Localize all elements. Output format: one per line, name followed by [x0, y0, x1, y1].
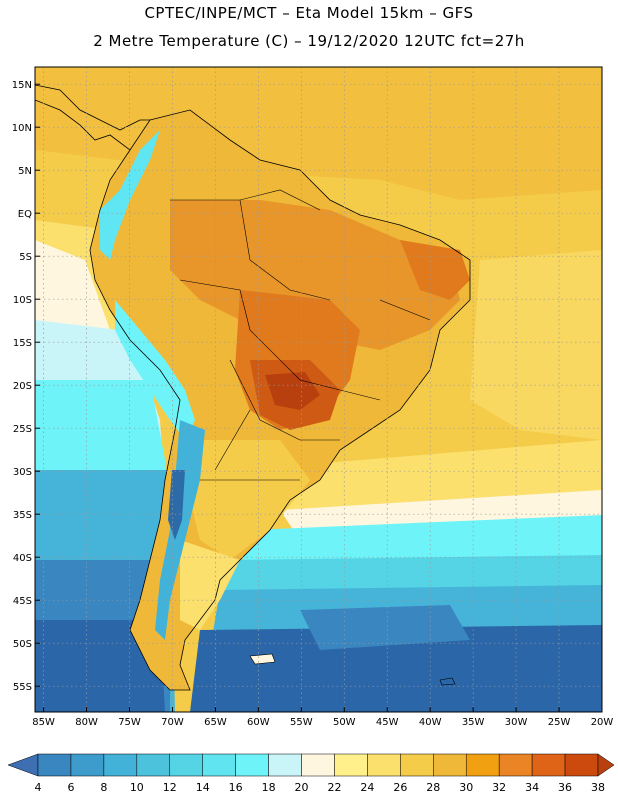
lat-label: 5S	[19, 252, 32, 263]
map-frame	[34, 66, 603, 713]
colorbar-box	[103, 753, 138, 777]
coastline-central-america	[35, 84, 150, 131]
colorbar-box	[169, 753, 203, 777]
lat-label: 40S	[13, 553, 32, 564]
colorbar-labels: 4 6 8 10 12 14 16 18 20 22 24 26 28 30 32 34 36 38	[35, 781, 606, 794]
colorbar-label: 8	[100, 781, 107, 794]
colorbar-label: 32	[492, 781, 506, 794]
lon-label: 60W	[247, 717, 270, 728]
colorbar-box	[136, 753, 171, 777]
colorbar-arrow-high	[597, 753, 615, 777]
lon-label: 65W	[204, 717, 227, 728]
colorbar-label: 36	[558, 781, 572, 794]
colorbar-label: 22	[327, 781, 341, 794]
coastline-central-america-south	[35, 99, 131, 151]
lat-label: 15N	[12, 80, 32, 91]
latitude-labels: 15N 10N 5N EQ 5S 10S 15S 20S 25S 30S 35S 40S 45S 50S 5…	[12, 80, 40, 693]
lon-label: 85W	[32, 717, 55, 728]
colorbar-box	[70, 753, 105, 777]
lat-label: 5N	[18, 166, 32, 177]
land-pampas	[190, 440, 310, 560]
ocean-atlantic-light	[470, 250, 602, 440]
colorbar-label: 4	[35, 781, 42, 794]
title-line-1: CPTEC/INPE/MCT – Eta Model 15km – GFS	[144, 4, 474, 22]
lon-label: 55W	[290, 717, 313, 728]
lon-label: 30W	[505, 717, 528, 728]
andes-central-cool	[115, 300, 195, 440]
lon-label: 70W	[161, 717, 184, 728]
map-field	[35, 67, 602, 712]
lon-label: 25W	[548, 717, 571, 728]
colorbar-box	[465, 753, 500, 777]
colorbar-box	[531, 753, 566, 777]
lat-label: 25S	[13, 424, 32, 435]
colorbar-label: 18	[262, 781, 276, 794]
lat-label: 20S	[13, 381, 32, 392]
colorbar-box	[564, 753, 599, 777]
colorbar-box	[268, 753, 302, 777]
andes-north-cool	[100, 130, 160, 260]
lat-label: 30S	[13, 467, 32, 478]
lon-label: 35W	[462, 717, 485, 728]
lon-label: 40W	[419, 717, 442, 728]
colorbar-label: 28	[426, 781, 440, 794]
falkland-islands	[249, 653, 276, 665]
temperature-map: 15N 10N 5N EQ 5S 10S 15S 20S 25S 30S 35S 40S 45S 50S 5…	[12, 66, 613, 728]
colorbar-box	[433, 753, 467, 777]
longitude-labels: 85W 80W 75W 70W 65W 60W 55W 50W 45W 40W 35W 30W 25W 2…	[32, 707, 613, 728]
colorbar-label: 38	[591, 781, 605, 794]
colorbar-box	[301, 753, 335, 777]
lat-label: EQ	[18, 209, 32, 220]
colorbar-box	[235, 753, 269, 777]
colorbar-box	[400, 753, 434, 777]
lat-label: 10N	[12, 123, 32, 134]
colorbar-label: 16	[229, 781, 243, 794]
colorbar-label: 20	[295, 781, 309, 794]
ocean-atlantic-cold	[190, 625, 602, 712]
colorbar-box	[498, 753, 533, 777]
land-patagonia	[180, 540, 240, 630]
country-borders	[170, 189, 431, 481]
lat-label: 50S	[13, 639, 32, 650]
lon-label: 75W	[118, 717, 141, 728]
lat-label: 35S	[13, 510, 32, 521]
colorbar-label: 14	[196, 781, 210, 794]
land-northeast-hot	[400, 240, 470, 300]
colorbar-label: 24	[360, 781, 374, 794]
lat-label: 10S	[13, 295, 32, 306]
colorbar-label: 34	[525, 781, 539, 794]
colorbar-label: 12	[163, 781, 177, 794]
lat-label: 45S	[13, 596, 32, 607]
title-line-2: 2 Metre Temperature (C) – 19/12/2020 12U…	[93, 32, 525, 50]
colorbar-box	[334, 753, 368, 777]
colorbar: 4 6 8 10 12 14 16 18 20 22 24 26 28 30 32 34 36 38	[7, 753, 615, 794]
south-georgia	[439, 677, 456, 686]
grid-lines	[35, 67, 602, 712]
colorbar-box	[37, 753, 72, 777]
lat-label: 55S	[13, 682, 32, 693]
lon-label: 80W	[75, 717, 98, 728]
colorbar-box	[202, 753, 236, 777]
lon-label: 20W	[591, 717, 614, 728]
lon-label: 45W	[376, 717, 399, 728]
colorbar-box	[367, 753, 401, 777]
colorbar-label: 10	[130, 781, 144, 794]
colorbar-label: 6	[67, 781, 74, 794]
lon-label: 50W	[333, 717, 356, 728]
ocean-atlantic-patch	[300, 605, 470, 650]
colorbar-label: 26	[393, 781, 407, 794]
colorbar-arrow-low	[7, 753, 39, 777]
lat-label: 15S	[13, 338, 32, 349]
colorbar-label: 30	[459, 781, 473, 794]
coastline	[89, 109, 471, 691]
andes-south-cold	[155, 420, 205, 640]
colorbar-boxes	[7, 753, 615, 777]
